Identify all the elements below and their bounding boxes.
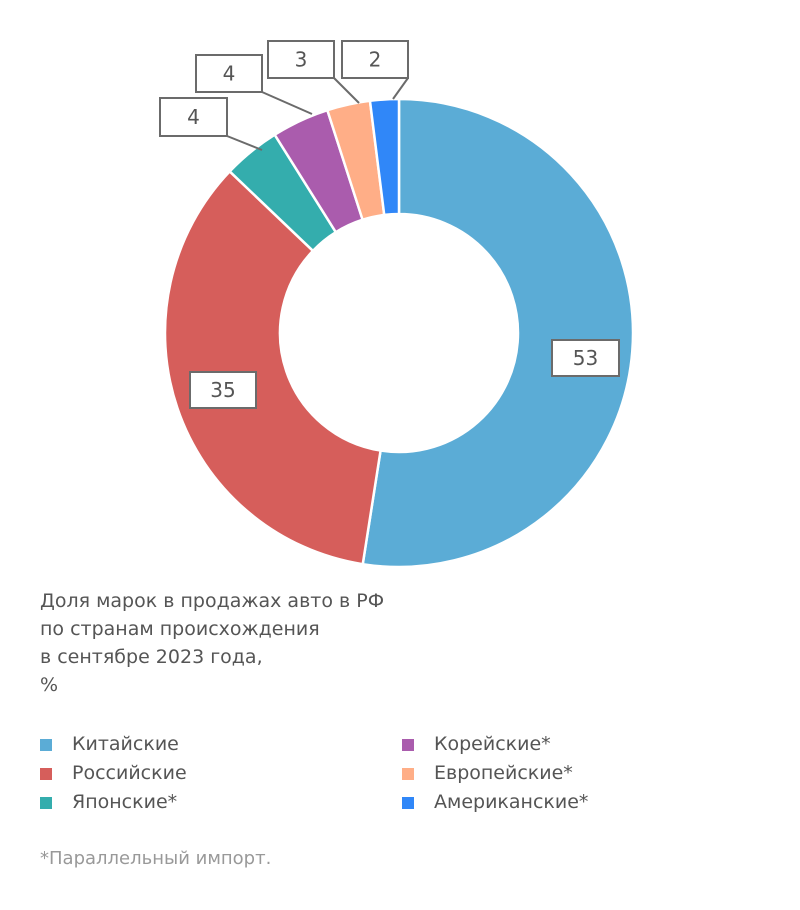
slice-usa: [368, 97, 401, 217]
title-line: по странам происхождения: [40, 618, 320, 640]
data-label-europe: 3: [295, 48, 308, 72]
data-label-china: 53: [573, 346, 598, 370]
legend-label: Китайские: [72, 733, 179, 755]
donut-chart: 53 35 44 3 2: [159, 40, 635, 569]
leader-line: [226, 135, 263, 151]
legend-item-china: Китайские: [40, 730, 179, 758]
legend-swatch: [40, 739, 52, 751]
legend-item-korea: Корейские*: [402, 730, 551, 758]
title-line: Доля марок в продажах авто в РФ: [40, 590, 385, 612]
legend-label: Американские*: [434, 791, 589, 813]
leader-line: [261, 91, 313, 115]
data-label-box: [267, 40, 335, 79]
data-label-usa: 2: [369, 48, 382, 72]
leader-line: [392, 77, 409, 100]
data-label-box: [341, 40, 409, 79]
legend-label: Европейские*: [434, 762, 573, 784]
legend-label: Российские: [72, 762, 187, 784]
title-line: %: [40, 674, 59, 696]
legend-label: Японские*: [72, 791, 178, 813]
slice-russia: [163, 169, 382, 566]
legend-swatch: [40, 797, 52, 809]
data-label-box: [189, 371, 257, 409]
legend-item-usa: Американские*: [402, 788, 588, 816]
data-label-box: [159, 97, 228, 137]
data-label-box: [195, 54, 263, 93]
data-label-korea: 4: [223, 62, 236, 86]
chart-title: Доля марок в продажах авто в РФ по стран…: [40, 587, 460, 699]
title-line: в сентябре 2023 года,: [40, 646, 263, 668]
legend-swatch: [40, 768, 52, 780]
legend-swatch: [402, 797, 414, 809]
legend-item-russia: Российские: [40, 759, 187, 787]
legend-swatch: [402, 739, 414, 751]
data-label-japan: 4: [187, 105, 200, 129]
leader-line: [333, 77, 360, 104]
slice-china: [361, 97, 635, 569]
legend-item-europe: Европейские*: [402, 759, 573, 787]
legend-label: Корейские*: [434, 733, 551, 755]
legend-swatch: [402, 768, 414, 780]
data-label-russia: 35: [210, 378, 235, 402]
footnote: *Параллельный импорт.: [40, 848, 272, 869]
legend-item-japan: Японские*: [40, 788, 177, 816]
data-label-box: [551, 339, 620, 377]
